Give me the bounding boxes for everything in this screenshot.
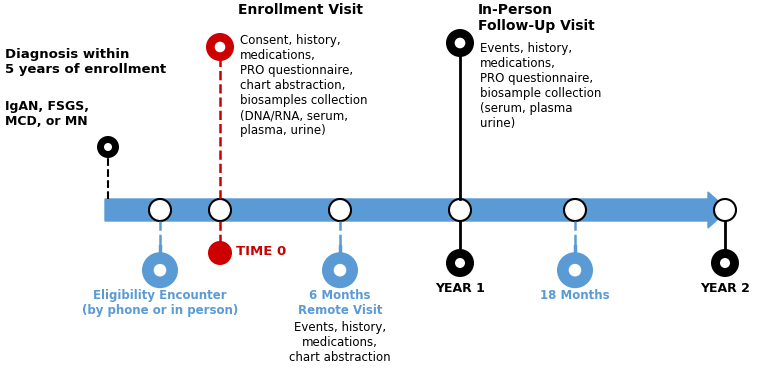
Circle shape <box>208 241 232 265</box>
Circle shape <box>334 264 346 276</box>
Text: Enrollment Visit: Enrollment Visit <box>238 3 363 17</box>
Circle shape <box>569 264 581 276</box>
Circle shape <box>446 29 474 57</box>
Text: IgAN, FSGS,
MCD, or MN: IgAN, FSGS, MCD, or MN <box>5 100 89 128</box>
Text: TIME 0: TIME 0 <box>236 245 286 258</box>
Text: YEAR 1: YEAR 1 <box>435 282 485 295</box>
Circle shape <box>215 42 225 52</box>
Circle shape <box>209 199 231 221</box>
Circle shape <box>714 199 736 221</box>
Text: In-Person
Follow-Up Visit: In-Person Follow-Up Visit <box>478 3 595 33</box>
Circle shape <box>454 38 465 48</box>
Circle shape <box>104 143 112 151</box>
Text: Diagnosis within
5 years of enrollment: Diagnosis within 5 years of enrollment <box>5 48 166 76</box>
FancyArrow shape <box>105 192 728 228</box>
Text: 18 Months: 18 Months <box>540 289 610 302</box>
Circle shape <box>142 252 178 288</box>
Text: Consent, history,
medications,
PRO questionnaire,
chart abstraction,
biosamples : Consent, history, medications, PRO quest… <box>240 34 368 137</box>
Circle shape <box>322 252 358 288</box>
Circle shape <box>154 264 167 276</box>
Circle shape <box>711 249 739 277</box>
Circle shape <box>564 199 586 221</box>
Text: Events, history,
medications,
PRO questionnaire,
biosample collection
(serum, pl: Events, history, medications, PRO questi… <box>480 42 601 130</box>
Circle shape <box>557 252 593 288</box>
Text: 6 Months
Remote Visit: 6 Months Remote Visit <box>298 289 382 317</box>
Circle shape <box>449 199 471 221</box>
Circle shape <box>329 199 351 221</box>
Text: Eligibility Encounter
(by phone or in person): Eligibility Encounter (by phone or in pe… <box>82 289 239 317</box>
Circle shape <box>97 136 119 158</box>
Circle shape <box>446 249 474 277</box>
Circle shape <box>720 258 730 268</box>
Text: YEAR 2: YEAR 2 <box>700 282 750 295</box>
Circle shape <box>206 33 234 61</box>
Text: Events, history,
medications,
chart abstraction: Events, history, medications, chart abst… <box>289 321 391 364</box>
Circle shape <box>455 258 465 268</box>
Circle shape <box>149 199 171 221</box>
